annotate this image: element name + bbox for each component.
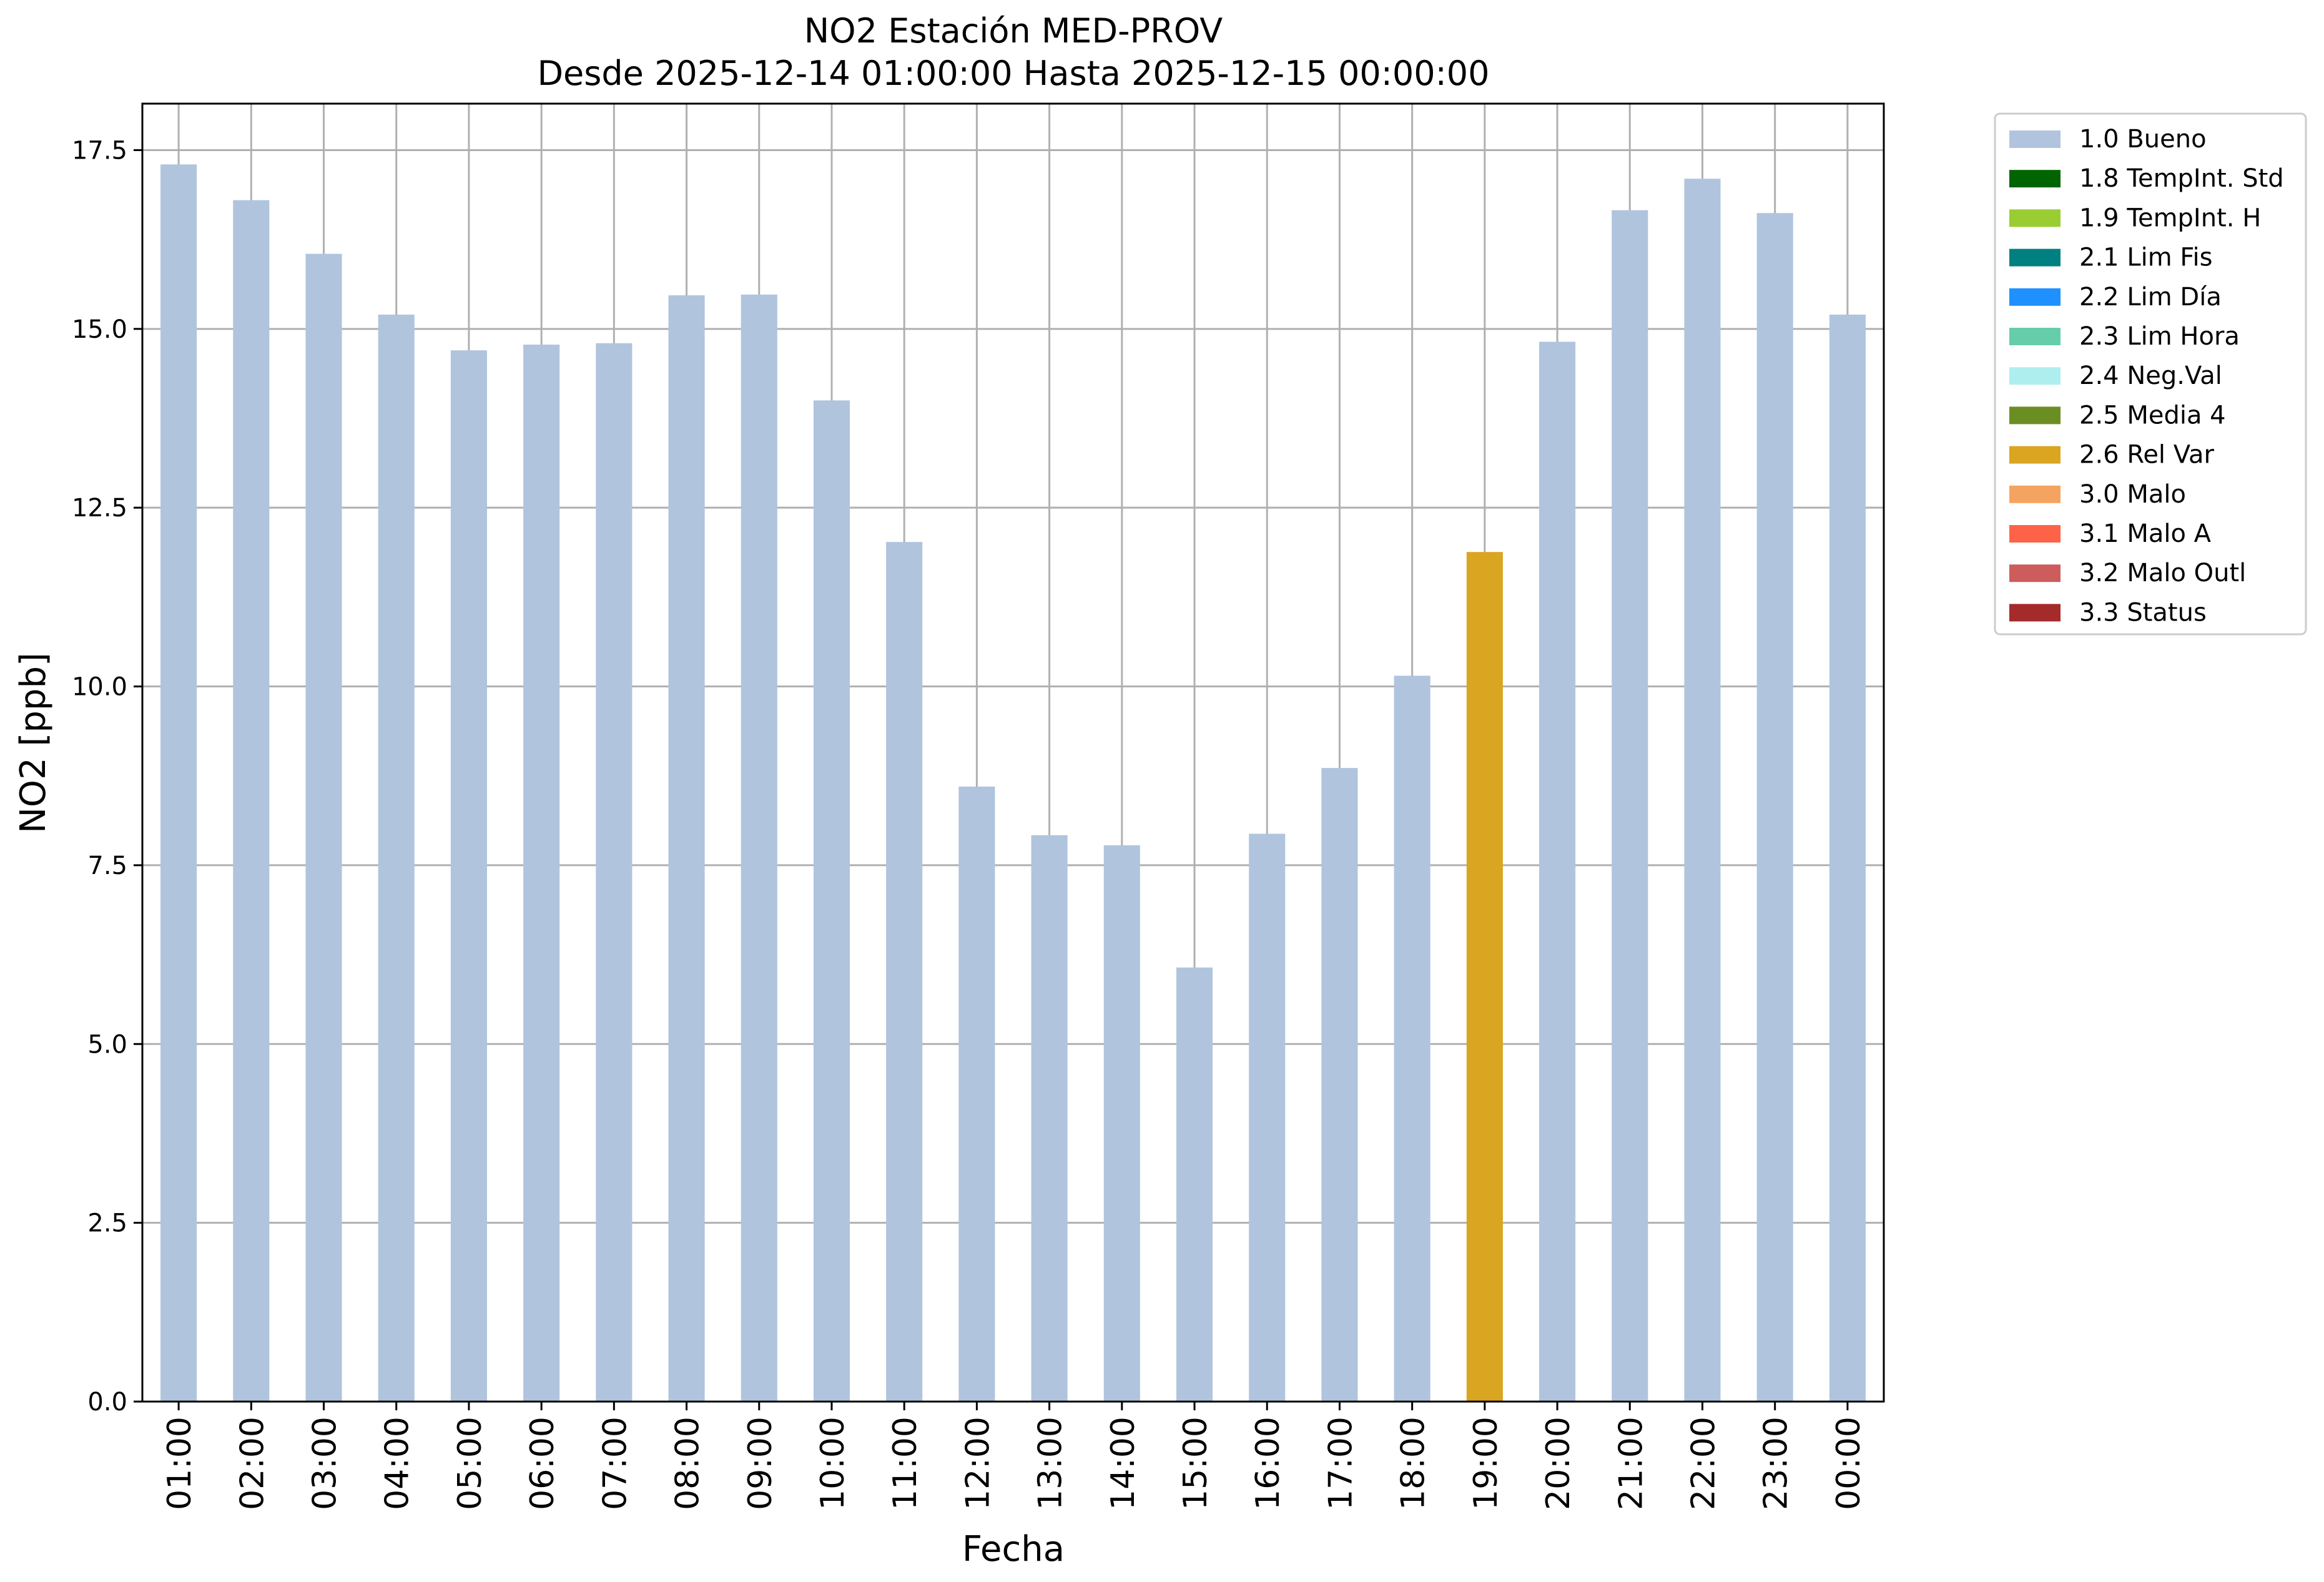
bar-2100 <box>1612 210 1648 1402</box>
x-axis: 01:00 02:00 03:00 04:00 05:00 06:00 07:00 08:00… <box>161 1402 1868 1510</box>
y-tick-label: 0.0 <box>87 1388 127 1417</box>
x-tick-label: 06:00 <box>524 1417 561 1510</box>
x-tick-label: 07:00 <box>596 1417 634 1510</box>
legend-swatch <box>2009 446 2061 464</box>
bar-0000 <box>1829 314 1866 1402</box>
legend-swatch <box>2009 209 2061 227</box>
legend-swatch <box>2009 288 2061 306</box>
y-tick-label: 7.5 <box>87 852 127 880</box>
legend-swatch <box>2009 328 2061 345</box>
legend-swatch <box>2009 406 2061 425</box>
x-tick-label: 21:00 <box>1612 1417 1650 1510</box>
y-tick-label: 2.5 <box>87 1209 127 1238</box>
x-tick-label: 01:00 <box>161 1417 199 1510</box>
chart-title: NO2 Estación MED-PROV <box>804 11 1223 51</box>
bar-0800 <box>668 295 705 1402</box>
bar-1600 <box>1249 833 1286 1402</box>
bar-2300 <box>1756 213 1793 1402</box>
bar-0600 <box>523 345 560 1402</box>
bar-1300 <box>1031 835 1068 1402</box>
x-tick-label: 08:00 <box>669 1417 707 1510</box>
legend-swatch <box>2009 564 2061 582</box>
y-axis-label: NO2 [ppb] <box>13 652 54 833</box>
x-tick-label: 12:00 <box>959 1417 997 1510</box>
bar-1000 <box>813 400 850 1402</box>
legend-label: 2.1 Lim Fis <box>2079 243 2212 272</box>
y-tick-label: 10.0 <box>72 673 127 702</box>
x-tick-label: 14:00 <box>1105 1417 1142 1510</box>
x-tick-label: 15:00 <box>1177 1417 1214 1510</box>
legend-swatch <box>2009 485 2061 503</box>
y-tick-label: 15.0 <box>72 315 127 344</box>
x-tick-label: 05:00 <box>451 1417 489 1510</box>
bar-0100 <box>160 164 197 1402</box>
x-tick-label: 04:00 <box>379 1417 416 1510</box>
bar-1200 <box>958 786 995 1402</box>
x-tick-label: 03:00 <box>307 1417 344 1510</box>
legend-label: 2.6 Rel Var <box>2079 441 2215 469</box>
x-tick-label: 02:00 <box>234 1417 271 1510</box>
bar-2000 <box>1539 341 1576 1402</box>
y-axis: 0.0 2.5 5.0 7.5 10.0 12.5 15.0 17.5 <box>72 136 142 1417</box>
legend-label: 2.3 Lim Hora <box>2079 322 2240 351</box>
x-tick-label: 13:00 <box>1032 1417 1070 1510</box>
legend-label: 2.4 Neg.Val <box>2079 361 2222 390</box>
bar-1100 <box>886 542 923 1402</box>
bar-0700 <box>596 343 633 1402</box>
x-axis-label: Fecha <box>962 1529 1065 1570</box>
x-tick-label: 20:00 <box>1540 1417 1577 1510</box>
legend-frame <box>1994 112 2307 636</box>
legend-label: 3.2 Malo Outl <box>2079 559 2246 587</box>
legend-label: 2.5 Media 4 <box>2079 401 2226 430</box>
bar-0400 <box>378 314 415 1402</box>
x-tick-label: 18:00 <box>1395 1417 1432 1510</box>
bar-1700 <box>1321 768 1358 1402</box>
legend-label: 3.3 Status <box>2079 598 2207 627</box>
bar-1900 <box>1466 552 1503 1402</box>
legend-label: 2.2 Lim Día <box>2079 283 2222 312</box>
chart-subtitle: Desde 2025-12-14 01:00:00 Hasta 2025-12-… <box>537 54 1489 93</box>
x-tick-label: 19:00 <box>1467 1417 1505 1510</box>
bar-0200 <box>233 200 270 1402</box>
x-tick-label: 10:00 <box>814 1417 852 1510</box>
legend-label: 1.8 TempInt. Std <box>2079 164 2284 193</box>
legend-swatch <box>2009 248 2061 267</box>
x-tick-label: 17:00 <box>1322 1417 1359 1510</box>
bar-0500 <box>450 350 487 1402</box>
legend-label: 1.0 Bueno <box>2079 125 2207 154</box>
bar-1400 <box>1103 845 1140 1402</box>
legend-swatch <box>2009 367 2061 385</box>
legend-swatch <box>2009 130 2061 148</box>
legend-label: 1.9 TempInt. H <box>2079 204 2261 232</box>
legend-swatch <box>2009 525 2061 543</box>
legend-swatch <box>2009 170 2061 188</box>
bar-0900 <box>741 294 777 1402</box>
y-tick-label: 5.0 <box>87 1030 127 1059</box>
bar-1500 <box>1176 967 1213 1402</box>
legend: 1.0 Bueno 1.8 TempInt. Std 1.9 TempInt. H 2… <box>1994 112 2307 636</box>
x-tick-label: 11:00 <box>887 1417 924 1510</box>
y-tick-label: 12.5 <box>72 494 127 523</box>
legend-label: 3.1 Malo A <box>2079 519 2212 548</box>
legend-swatch <box>2009 604 2061 622</box>
bar-2200 <box>1684 179 1721 1402</box>
x-tick-label: 00:00 <box>1830 1417 1868 1510</box>
bar-0300 <box>305 253 342 1402</box>
plot-frame <box>141 102 1885 1403</box>
bar-1800 <box>1394 676 1430 1402</box>
y-tick-label: 17.5 <box>72 136 127 165</box>
legend-label: 3.0 Malo <box>2079 480 2186 509</box>
x-tick-label: 23:00 <box>1758 1417 1795 1510</box>
x-tick-label: 09:00 <box>742 1417 779 1510</box>
bars <box>160 164 1866 1402</box>
x-tick-label: 16:00 <box>1249 1417 1287 1510</box>
x-tick-label: 22:00 <box>1685 1417 1722 1510</box>
